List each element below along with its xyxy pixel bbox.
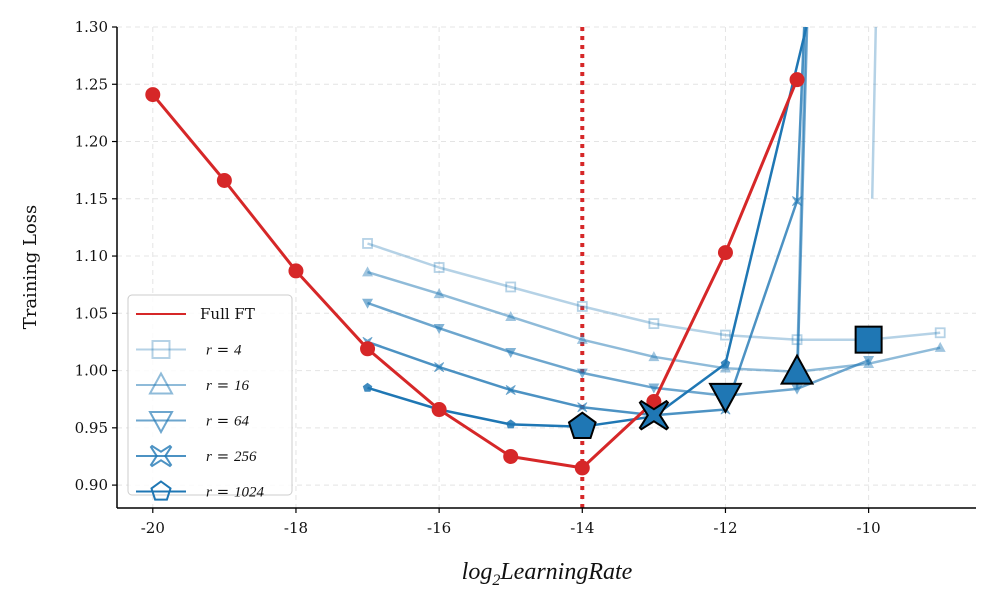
data-point-r-4 — [505, 281, 517, 293]
y-tick-label: 1.15 — [75, 190, 108, 208]
optimum-marker-r-64 — [708, 382, 743, 414]
y-axis-title: Training Loss — [20, 205, 41, 330]
x-tick-label: -18 — [284, 519, 308, 537]
series-r-1024 — [362, 358, 731, 431]
series-r-4 — [362, 238, 946, 346]
legend-label: Full FT — [200, 305, 255, 323]
optimum-marker-r-16 — [779, 353, 815, 385]
data-point-r-256 — [434, 362, 445, 373]
data-point-r-1024 — [720, 358, 731, 368]
y-tick-label: 0.90 — [75, 476, 108, 494]
data-point-full-ft — [431, 402, 447, 418]
data-point-r-64 — [505, 347, 517, 358]
y-tick-label: 1.30 — [75, 18, 108, 36]
legend-item-r-256: r = 256 — [136, 444, 257, 468]
data-point-full-ft — [789, 72, 805, 88]
legend: Full FT r = 4 r = 16 r = 64 r = 256 r = 1024 — [127, 294, 293, 501]
divergence-line-r-4 — [870, 27, 878, 199]
legend-label: r = 4 — [206, 341, 242, 359]
data-point-r-64 — [433, 323, 445, 334]
x-tick-label: -20 — [141, 519, 165, 537]
divergence-line-r-256 — [795, 27, 806, 202]
legend-item-r-1024: r = 1024 — [136, 480, 264, 501]
data-point-full-ft — [717, 245, 733, 261]
data-point-r-64 — [362, 298, 374, 309]
series-line-r-16 — [367, 270, 941, 373]
data-point-full-ft — [216, 172, 232, 188]
y-tick-label: 1.10 — [75, 247, 108, 265]
legend-item-r-4: r = 4 — [136, 340, 242, 359]
legend-label: r = 64 — [206, 412, 249, 430]
legend-marker — [149, 444, 173, 468]
data-point-r-16 — [648, 351, 660, 362]
legend-item-r-64: r = 64 — [136, 411, 249, 435]
data-point-r-4 — [576, 301, 588, 312]
y-tick-label: 1.05 — [75, 304, 108, 322]
legend-box — [127, 294, 293, 496]
ticks: -20 -18 -16 -14 -12 -10 0.90 0.95 1.00 1.05 1.10 1.… — [75, 18, 881, 537]
series-line-r-4 — [367, 242, 941, 341]
data-point-r-16 — [362, 266, 374, 277]
x-tick-label: -16 — [427, 519, 451, 537]
optimum-markers — [567, 325, 883, 439]
legend-marker — [148, 411, 174, 435]
data-point-r-16 — [433, 288, 445, 299]
data-point-r-16 — [576, 333, 588, 344]
optimum-marker-r-256 — [638, 399, 670, 431]
data-point-r-4 — [648, 318, 660, 330]
legend-item-r-16: r = 16 — [136, 371, 249, 395]
data-point-r-256 — [792, 196, 802, 207]
data-point-r-4 — [791, 334, 803, 346]
data-point-r-1024 — [506, 419, 516, 429]
series-line-r-64 — [367, 301, 870, 398]
optimum-marker-r-1024 — [567, 411, 597, 439]
data-point-r-4 — [362, 238, 373, 249]
data-point-r-16 — [505, 310, 517, 321]
data-point-full-ft — [145, 87, 161, 103]
data-point-r-1024 — [362, 382, 373, 392]
series-r-16 — [362, 266, 946, 376]
x-tick-label: -14 — [570, 519, 594, 537]
series-line-full-ft — [151, 79, 799, 470]
y-tick-label: 1.20 — [75, 133, 108, 151]
data-point-r-256 — [505, 385, 516, 395]
data-point-full-ft — [360, 341, 376, 357]
data-point-r-64 — [863, 356, 875, 367]
data-point-full-ft — [574, 460, 590, 476]
divergence-line-r-64 — [795, 27, 809, 389]
y-tick-label: 1.00 — [75, 362, 108, 380]
legend-label: r = 1024 — [206, 483, 264, 501]
legend-item-full-ft: Full FT — [136, 305, 255, 323]
legend-label: r = 256 — [206, 447, 257, 465]
data-point-r-64 — [791, 384, 803, 395]
legend-marker — [148, 371, 174, 395]
data-point-r-4 — [433, 262, 445, 273]
x-axis-title: log2LearningRate — [462, 559, 633, 589]
series-full-ft — [145, 72, 805, 476]
series-layer — [145, 27, 946, 476]
data-point-full-ft — [288, 263, 304, 279]
legend-marker — [150, 480, 172, 501]
legend-label: r = 16 — [206, 376, 249, 394]
optimum-marker-r-4 — [854, 325, 883, 354]
x-tick-label: -12 — [713, 519, 737, 537]
data-point-r-4 — [934, 327, 946, 339]
y-tick-label: 0.95 — [75, 419, 108, 437]
data-point-full-ft — [503, 448, 519, 464]
data-point-r-4 — [720, 329, 731, 341]
data-point-r-64 — [648, 383, 660, 394]
data-point-r-16 — [934, 341, 946, 352]
y-tick-label: 1.25 — [75, 75, 108, 93]
data-point-r-256 — [577, 402, 588, 413]
x-tick-label: -10 — [857, 519, 881, 537]
data-point-r-64 — [576, 368, 588, 379]
legend-marker — [151, 340, 171, 359]
